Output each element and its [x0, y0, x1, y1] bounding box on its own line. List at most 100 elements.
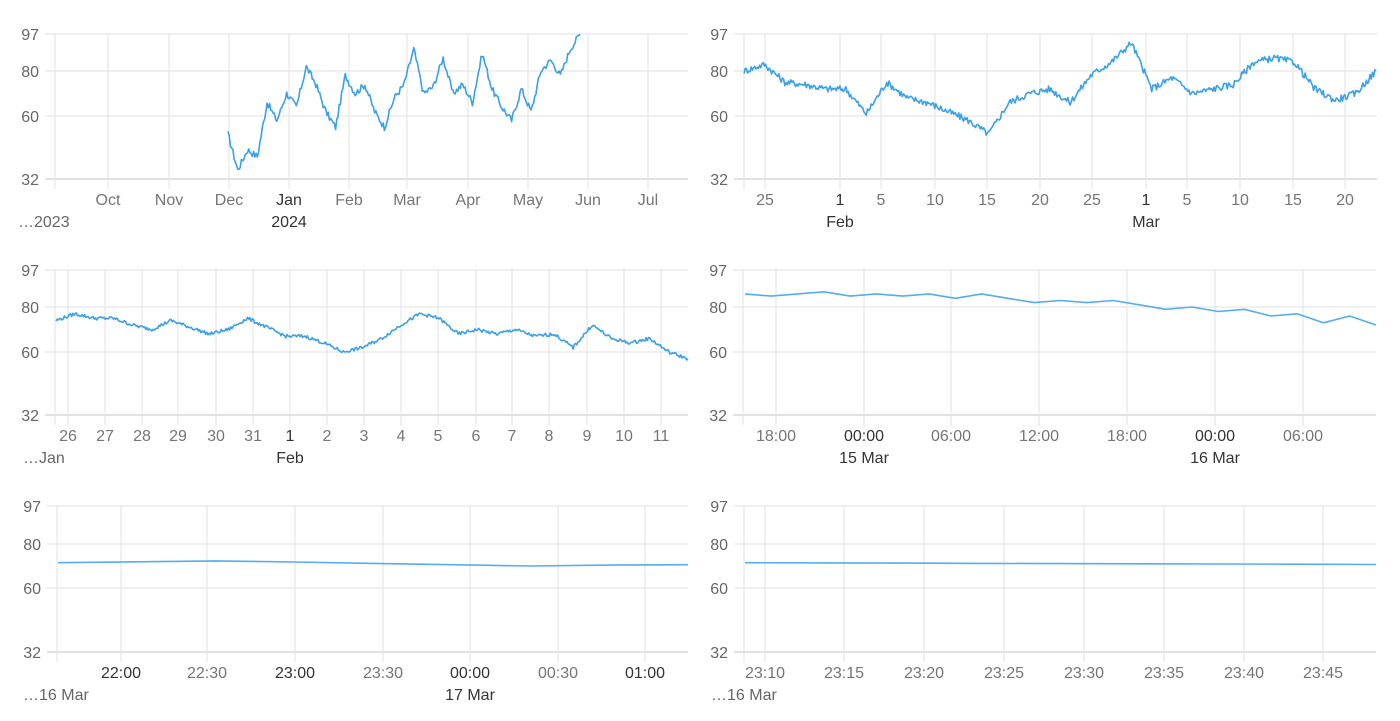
x-tick-label: 27	[96, 428, 114, 445]
x-context-label: …2023	[18, 214, 70, 231]
x-tick-label: 6	[472, 428, 481, 445]
line-chart[interactable]: 97 80 60 32 22:00 22:30 23:00 23:30 00:00 00:30 01…	[0, 481, 700, 721]
x-tick-label: 10	[926, 192, 944, 209]
x-tick-label: 10	[615, 428, 633, 445]
x-tick-label: 23:35	[1144, 665, 1184, 682]
y-tick-label: 80	[21, 300, 39, 317]
x-tick-label: May	[513, 192, 543, 209]
x-tick-label: 22:30	[187, 665, 227, 682]
x-context-label: 15 Mar	[839, 450, 889, 467]
x-tick-label: 15	[978, 192, 996, 209]
x-tick-label: 25	[756, 192, 774, 209]
chart-panel-bottom-right[interactable]: 97 80 60 32 23:10 23:15 23:20 23:25 23:30 23:35 23…	[700, 481, 1400, 721]
chart-panel-bottom-left[interactable]: 97 80 60 32 22:00 22:30 23:00 23:30 00:00 00:30 01…	[0, 481, 700, 721]
line-chart[interactable]: 97 80 60 32 26 27 28 29 30 31 1 2 3 4 5 6 7 8 9 10 11 …Jan Feb	[0, 240, 700, 480]
x-tick-label: 30	[207, 428, 225, 445]
data-series-line	[743, 41, 1377, 136]
x-tick-label: 23:10	[745, 665, 785, 682]
x-tick-label: 8	[545, 428, 554, 445]
x-tick-label: 10	[1231, 192, 1249, 209]
line-chart[interactable]: 97 80 60 32 23:10 23:15 23:20 23:25 23:30 23:35 23…	[700, 481, 1400, 721]
x-context-label: …16 Mar	[23, 687, 89, 704]
line-chart[interactable]: 97 80 60 32 Oct Nov Dec Jan Feb Mar Apr May Jun Jul …2…	[0, 0, 700, 240]
y-tick-label: 97	[710, 27, 728, 44]
x-context-label: Feb	[276, 450, 304, 467]
chart-panel-top-right[interactable]: 97 80 60 32 25 1 5 10 15 20 25 1 5 10 15 20 Feb Mar	[700, 0, 1400, 240]
x-context-label: Feb	[826, 214, 854, 231]
x-tick-label: 5	[877, 192, 886, 209]
x-tick-label: Dec	[215, 192, 243, 209]
x-context-label: Mar	[1132, 214, 1160, 231]
x-context-label: …16 Mar	[711, 687, 777, 704]
x-tick-label: 18:00	[1107, 428, 1147, 445]
x-tick-label: 23:40	[1224, 665, 1264, 682]
x-tick-label: 22:00	[101, 665, 141, 682]
x-tick-label: 00:00	[1195, 428, 1235, 445]
data-series-line	[744, 290, 1377, 326]
y-tick-label: 32	[21, 172, 39, 189]
x-tick-label: 01:00	[625, 665, 665, 682]
x-tick-label: 06:00	[931, 428, 971, 445]
x-tick-label: 18:00	[756, 428, 796, 445]
y-tick-label: 32	[23, 645, 41, 662]
y-tick-label: 80	[23, 537, 41, 554]
x-tick-label: 23:30	[363, 665, 403, 682]
x-tick-label: 23:20	[904, 665, 944, 682]
data-series-line	[227, 33, 581, 171]
x-tick-label: Jun	[575, 192, 601, 209]
x-tick-label: 23:30	[1064, 665, 1104, 682]
chart-panel-middle-left[interactable]: 97 80 60 32 26 27 28 29 30 31 1 2 3 4 5 6 7 8 9 10 11 …Jan Feb	[0, 240, 700, 480]
y-tick-label: 32	[710, 645, 728, 662]
x-tick-label: Jul	[638, 192, 658, 209]
x-context-label: 17 Mar	[445, 687, 495, 704]
x-context-label: 16 Mar	[1190, 450, 1240, 467]
chart-panel-top-left[interactable]: 97 80 60 32 Oct Nov Dec Jan Feb Mar Apr May Jun Jul …2…	[0, 0, 700, 240]
x-context-label: …Jan	[23, 450, 65, 467]
y-tick-label: 60	[710, 109, 728, 126]
x-tick-label: 28	[133, 428, 151, 445]
y-tick-label: 80	[21, 64, 39, 81]
x-tick-label: 11	[653, 428, 670, 445]
x-tick-label: 25	[1083, 192, 1101, 209]
y-tick-label: 80	[709, 300, 727, 317]
x-tick-label: Nov	[155, 192, 183, 209]
x-tick-label: 00:00	[450, 665, 490, 682]
chart-panel-middle-right[interactable]: 97 80 60 32 18:00 00:00 06:00 12:00 18:00 00:00 06…	[700, 240, 1400, 480]
x-tick-label: 4	[397, 428, 406, 445]
x-tick-label: Apr	[456, 192, 482, 209]
y-tick-label: 60	[21, 109, 39, 126]
y-tick-label: 80	[710, 537, 728, 554]
y-tick-label: 97	[21, 263, 39, 280]
x-tick-label: 23:00	[275, 665, 315, 682]
x-tick-label: 7	[508, 428, 517, 445]
x-tick-label: 20	[1336, 192, 1354, 209]
y-tick-label: 32	[709, 408, 727, 425]
y-tick-label: 60	[710, 581, 728, 598]
data-series-line	[744, 561, 1377, 566]
x-tick-label: 3	[360, 428, 369, 445]
x-tick-label: Feb	[335, 192, 363, 209]
x-tick-label: 00:00	[844, 428, 884, 445]
data-series-line	[57, 560, 689, 567]
x-tick-label: 12:00	[1019, 428, 1059, 445]
y-tick-label: 32	[710, 172, 728, 189]
x-tick-label: 5	[1183, 192, 1192, 209]
y-tick-label: 97	[710, 499, 728, 516]
y-tick-label: 97	[21, 27, 39, 44]
data-series-line	[55, 312, 689, 361]
x-tick-label: 00:30	[538, 665, 578, 682]
x-tick-label: 23:15	[824, 665, 864, 682]
x-tick-label: 20	[1031, 192, 1049, 209]
x-tick-label: 26	[59, 428, 77, 445]
y-tick-label: 97	[23, 499, 41, 516]
x-tick-label: 9	[583, 428, 592, 445]
x-tick-label: 31	[244, 428, 262, 445]
y-tick-label: 60	[23, 581, 41, 598]
y-tick-label: 80	[710, 64, 728, 81]
x-tick-label: 5	[434, 428, 443, 445]
x-tick-label: 15	[1284, 192, 1302, 209]
line-chart[interactable]: 97 80 60 32 18:00 00:00 06:00 12:00 18:00 00:00 06…	[700, 240, 1400, 480]
x-tick-label: Mar	[393, 192, 421, 209]
x-context-label: 2024	[271, 214, 307, 231]
